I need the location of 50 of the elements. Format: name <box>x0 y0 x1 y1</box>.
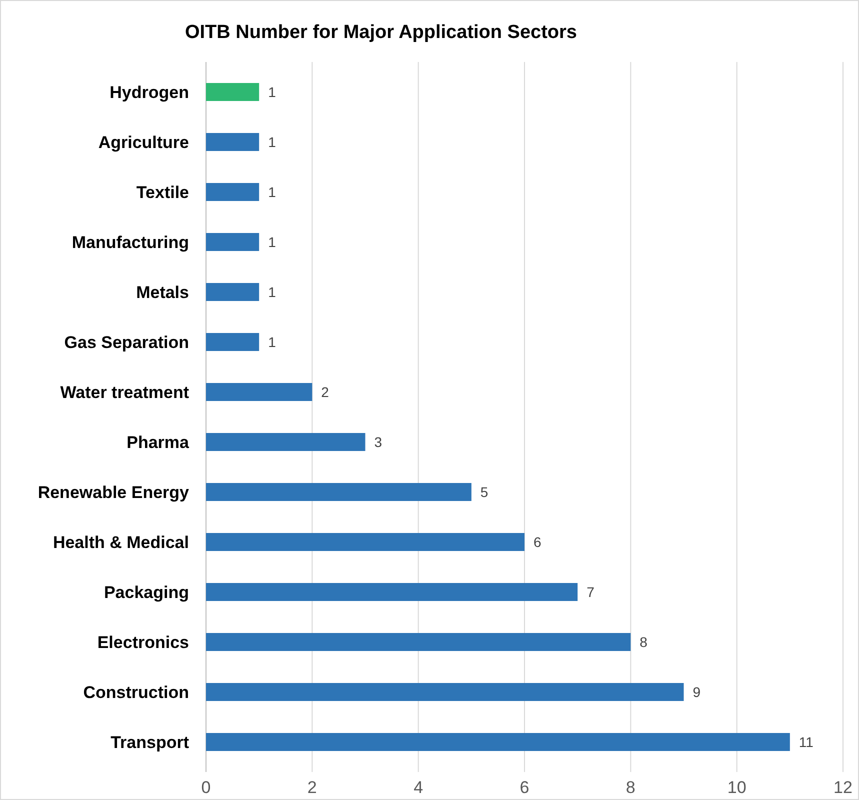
bar <box>206 633 631 651</box>
y-tick-label: Hydrogen <box>110 82 189 102</box>
y-tick-label: Pharma <box>126 432 190 452</box>
bar <box>206 433 366 451</box>
x-tick-label: 0 <box>201 778 211 797</box>
y-tick-label: Renewable Energy <box>38 482 190 502</box>
bar <box>206 283 260 301</box>
y-tick-label: Water treatment <box>60 382 190 402</box>
bar <box>206 683 684 701</box>
chart-title: OITB Number for Major Application Sectors <box>184 22 578 43</box>
data-label: 6 <box>534 534 542 550</box>
bar <box>206 583 578 601</box>
y-tick-label: Manufacturing <box>72 232 189 252</box>
bar <box>206 333 260 351</box>
data-label: 8 <box>640 634 648 650</box>
bar <box>206 533 524 551</box>
bar <box>206 83 260 101</box>
x-tick-label: 6 <box>520 778 530 797</box>
data-label: 1 <box>268 84 276 100</box>
bar <box>206 483 472 501</box>
data-label: 3 <box>374 434 382 450</box>
data-label: 9 <box>692 684 701 700</box>
data-label: 2 <box>321 384 330 400</box>
bar <box>206 733 790 751</box>
data-label: 1 <box>268 284 276 300</box>
y-tick-label: Construction <box>83 682 189 702</box>
data-label: 1 <box>268 334 276 350</box>
y-tick-label: Electronics <box>97 632 189 652</box>
y-tick-label: Metals <box>136 282 189 302</box>
data-label: 7 <box>586 584 595 600</box>
data-label: 1 <box>268 234 276 250</box>
y-tick-label: Agriculture <box>98 132 189 152</box>
data-label: 11 <box>798 734 814 750</box>
bar <box>206 183 260 201</box>
data-label: 5 <box>480 484 488 500</box>
x-tick-label: 2 <box>307 778 317 797</box>
y-tick-label: Packaging <box>104 582 189 602</box>
y-tick-label: Gas Separation <box>64 332 189 352</box>
y-tick-label: Health & Medical <box>52 532 189 552</box>
data-label: 1 <box>268 184 276 200</box>
bar <box>206 383 312 401</box>
x-tick-label: 10 <box>727 778 746 797</box>
bar <box>206 233 260 251</box>
data-label: 1 <box>268 134 276 150</box>
y-tick-label: Transport <box>110 732 190 752</box>
x-tick-label: 12 <box>834 778 852 797</box>
x-tick-label: 8 <box>626 778 636 797</box>
x-tick-label: 4 <box>414 778 424 797</box>
y-tick-label: Textile <box>136 182 189 202</box>
bar <box>206 133 260 151</box>
